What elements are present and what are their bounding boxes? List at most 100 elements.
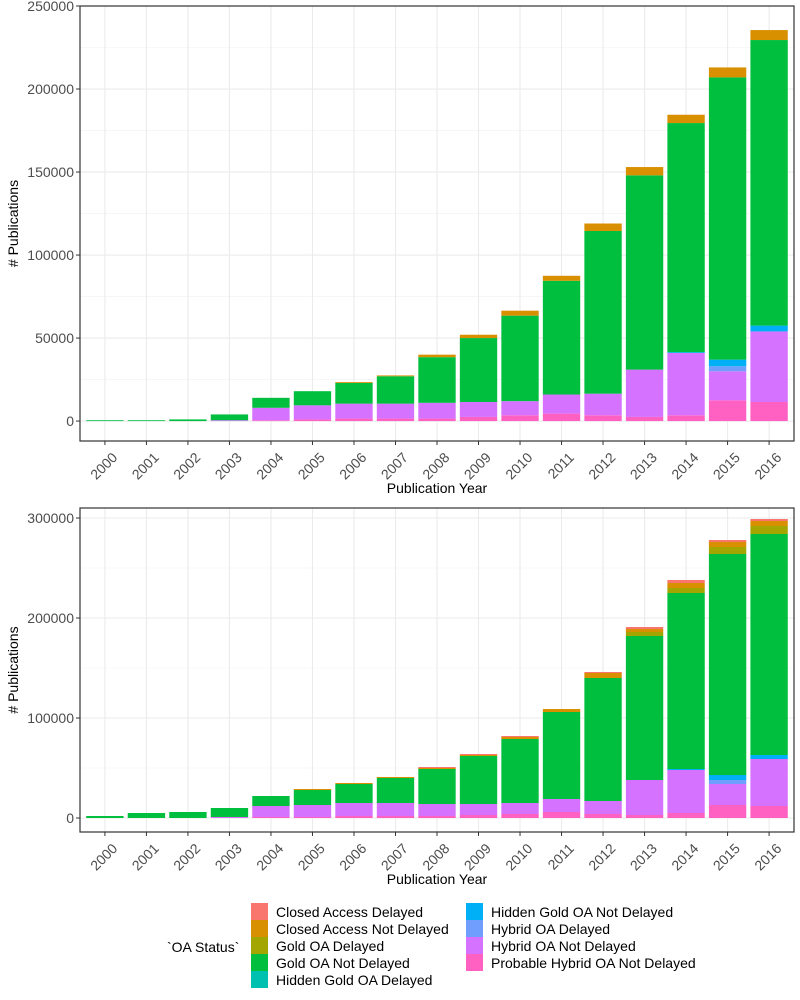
bar-segment-2014-hybrid-oa-not-delayed bbox=[667, 353, 705, 416]
legend-label: Hybrid OA Delayed bbox=[491, 921, 610, 937]
x-tick-label: 2002 bbox=[170, 840, 203, 873]
x-tick-label: 2008 bbox=[419, 840, 452, 873]
bar-segment-2005-probable-hybrid-oa-not-delayed bbox=[293, 817, 332, 818]
x-tick-label: 2015 bbox=[710, 840, 743, 873]
bar-segment-2006-gold-oa-not-delayed bbox=[335, 784, 373, 803]
bar-segment-2001-gold-oa-not-delayed bbox=[127, 813, 166, 818]
x-tick-label: 2009 bbox=[461, 449, 494, 482]
bar-segment-2016-hybrid-oa-not-delayed bbox=[750, 759, 788, 806]
x-tick-label: 2016 bbox=[751, 840, 784, 873]
x-tick-label: 2013 bbox=[627, 449, 660, 482]
legend-key bbox=[466, 903, 483, 920]
bar-segment-2005-hybrid-oa-not-delayed bbox=[293, 805, 332, 817]
bar-segment-2012-hybrid-oa-not-delayed bbox=[584, 393, 622, 416]
x-axis-title: Publication Year bbox=[387, 871, 488, 887]
x-tick-label: 2009 bbox=[461, 840, 494, 873]
bar-segment-2004-gold-oa-not-delayed bbox=[252, 796, 290, 806]
bar-segment-2015-closed-access-delayed bbox=[708, 540, 747, 542]
legend-label: Closed Access Not Delayed bbox=[276, 921, 449, 937]
bar-segment-2013-closed-access-not-delayed bbox=[625, 167, 664, 176]
y-tick-label: 200000 bbox=[27, 610, 74, 626]
bar-segment-2015-hybrid-oa-delayed bbox=[708, 780, 747, 784]
bar-segment-2008-closed-access-delayed bbox=[418, 767, 456, 768]
bar-segment-2014-closed-access-delayed bbox=[667, 580, 705, 583]
x-tick-label: 2014 bbox=[668, 840, 701, 873]
bar-segment-2007-gold-oa-not-delayed bbox=[376, 778, 415, 803]
bar-segment-2014-probable-hybrid-oa-not-delayed bbox=[667, 813, 705, 818]
bar-segment-2015-hybrid-oa-not-delayed bbox=[708, 784, 747, 805]
x-tick-label: 2005 bbox=[295, 840, 328, 873]
bar-segment-2012-probable-hybrid-oa-not-delayed bbox=[584, 415, 622, 422]
y-tick-label: 0 bbox=[66, 810, 74, 826]
y-tick-label: 300000 bbox=[27, 510, 74, 526]
bar-segment-2015-probable-hybrid-oa-not-delayed bbox=[708, 400, 747, 422]
bar-segment-2007-hybrid-oa-not-delayed bbox=[376, 803, 415, 816]
bar-segment-2013-gold-oa-not-delayed bbox=[625, 175, 664, 370]
legend-key bbox=[251, 954, 268, 971]
bar-segment-2009-gold-oa-not-delayed bbox=[459, 338, 498, 402]
bar-segment-2008-closed-access-not-delayed bbox=[418, 768, 456, 769]
bar-segment-2015-closed-access-not-delayed bbox=[708, 67, 747, 78]
bar-segment-2007-hybrid-oa-not-delayed bbox=[376, 403, 415, 419]
bar-segment-2011-closed-access-not-delayed bbox=[542, 709, 581, 712]
bar-segment-2013-probable-hybrid-oa-not-delayed bbox=[625, 416, 664, 422]
x-tick-label: 2003 bbox=[212, 449, 245, 482]
bar-segment-2016-closed-access-delayed bbox=[750, 519, 788, 521]
x-tick-label: 2007 bbox=[378, 840, 411, 873]
legend-key bbox=[251, 920, 268, 937]
bar-segment-2008-hybrid-oa-not-delayed bbox=[418, 402, 456, 419]
bar-segment-2016-closed-access-not-delayed bbox=[750, 30, 788, 41]
y-tick-label: 200000 bbox=[27, 81, 74, 97]
bar-segment-2000-gold-oa-not-delayed bbox=[86, 420, 124, 422]
bar-segment-2012-closed-access-not-delayed bbox=[584, 223, 622, 231]
bar-segment-2014-hidden-gold-oa-not-delayed bbox=[667, 352, 705, 354]
bar-segment-2001-gold-oa-not-delayed bbox=[127, 420, 166, 422]
bar-segment-2009-hybrid-oa-not-delayed bbox=[459, 401, 498, 417]
bar-segment-2006-probable-hybrid-oa-not-delayed bbox=[335, 816, 373, 818]
bar-segment-2004-probable-hybrid-oa-not-delayed bbox=[252, 420, 290, 422]
legend-label: Hidden Gold OA Delayed bbox=[276, 972, 432, 988]
legend-label: Probable Hybrid OA Not Delayed bbox=[491, 955, 696, 971]
x-tick-label: 2001 bbox=[129, 449, 162, 482]
legend-key bbox=[466, 920, 483, 937]
bar-segment-2011-hybrid-oa-not-delayed bbox=[542, 394, 581, 414]
x-tick-label: 2006 bbox=[336, 449, 369, 482]
y-tick-label: 250000 bbox=[27, 0, 74, 14]
x-tick-label: 2004 bbox=[253, 449, 286, 482]
bar-segment-2015-gold-oa-delayed bbox=[708, 547, 747, 554]
x-tick-label: 2000 bbox=[87, 840, 120, 873]
bar-segment-2010-closed-access-delayed bbox=[501, 736, 539, 737]
bar-segment-2009-closed-access-not-delayed bbox=[459, 755, 498, 756]
x-tick-label: 2003 bbox=[212, 840, 245, 873]
x-tick-label: 2001 bbox=[129, 840, 162, 873]
bar-segment-2014-probable-hybrid-oa-not-delayed bbox=[667, 415, 705, 422]
x-tick-label: 2012 bbox=[585, 449, 618, 482]
x-tick-label: 2015 bbox=[710, 449, 743, 482]
bar-segment-2015-closed-access-not-delayed bbox=[708, 542, 747, 547]
bar-segment-2004-hybrid-oa-not-delayed bbox=[252, 806, 290, 817]
bar-segment-2009-probable-hybrid-oa-not-delayed bbox=[459, 815, 498, 818]
x-tick-label: 2014 bbox=[668, 449, 701, 482]
legend-label: Hybrid OA Not Delayed bbox=[491, 938, 636, 954]
x-tick-label: 2004 bbox=[253, 840, 286, 873]
bar-segment-2005-probable-hybrid-oa-not-delayed bbox=[293, 419, 332, 422]
bar-segment-2013-gold-oa-delayed bbox=[625, 632, 664, 636]
bar-segment-2005-gold-oa-not-delayed bbox=[293, 391, 332, 406]
bar-segment-2013-hybrid-oa-not-delayed bbox=[625, 369, 664, 417]
bar-segment-2008-gold-oa-not-delayed bbox=[418, 769, 456, 804]
bar-segment-2016-hybrid-oa-not-delayed bbox=[750, 331, 788, 402]
bar-segment-2000-gold-oa-not-delayed bbox=[86, 816, 124, 818]
bar-segment-2011-closed-access-not-delayed bbox=[542, 275, 581, 281]
bar-segment-2006-hybrid-oa-not-delayed bbox=[335, 403, 373, 419]
bar-segment-2015-hidden-gold-oa-not-delayed bbox=[708, 359, 747, 367]
bar-segment-2015-probable-hybrid-oa-not-delayed bbox=[708, 805, 747, 818]
bar-segment-2012-closed-access-not-delayed bbox=[584, 673, 622, 678]
x-tick-label: 2008 bbox=[419, 449, 452, 482]
bar-segment-2002-gold-oa-not-delayed bbox=[169, 812, 207, 818]
bar-segment-2016-gold-oa-not-delayed bbox=[750, 40, 788, 326]
bar-segment-2011-probable-hybrid-oa-not-delayed bbox=[542, 812, 581, 818]
bar-segment-2010-hybrid-oa-not-delayed bbox=[501, 401, 539, 416]
